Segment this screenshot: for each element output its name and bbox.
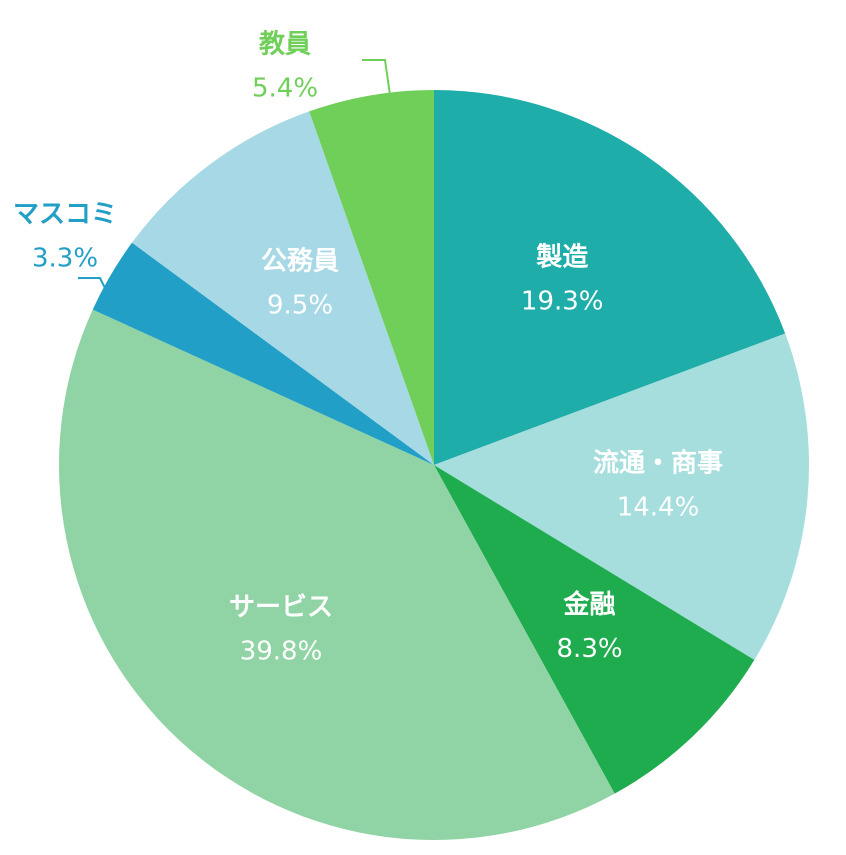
value-label: 14.4%: [617, 493, 700, 523]
pie-slice: [92, 242, 434, 465]
slice-label: 流通・商事: [593, 448, 723, 479]
pie-slice: [434, 90, 786, 465]
value-label: 8.3%: [557, 634, 623, 664]
slice-label: 製造: [536, 243, 588, 273]
pie-slice: [434, 333, 809, 660]
slice-label: 公務員: [261, 247, 339, 277]
pie-slice: [434, 465, 755, 794]
value-label: 19.3%: [521, 287, 604, 317]
value-label: 9.5%: [267, 291, 333, 321]
pie-slice: [309, 90, 434, 465]
leader-line: [78, 277, 113, 303]
slice-label: サービス: [229, 592, 333, 622]
slice-label: マスコミ: [13, 200, 117, 230]
pie-slice: [132, 111, 435, 466]
slice-label: 金融: [563, 589, 616, 620]
value-label: 39.8%: [240, 636, 323, 666]
slice-label: 教員: [259, 30, 311, 60]
pie-slice: [59, 309, 615, 841]
value-label: 5.4%: [252, 74, 318, 104]
leader-line: [362, 59, 391, 96]
value-label: 3.3%: [32, 244, 98, 274]
